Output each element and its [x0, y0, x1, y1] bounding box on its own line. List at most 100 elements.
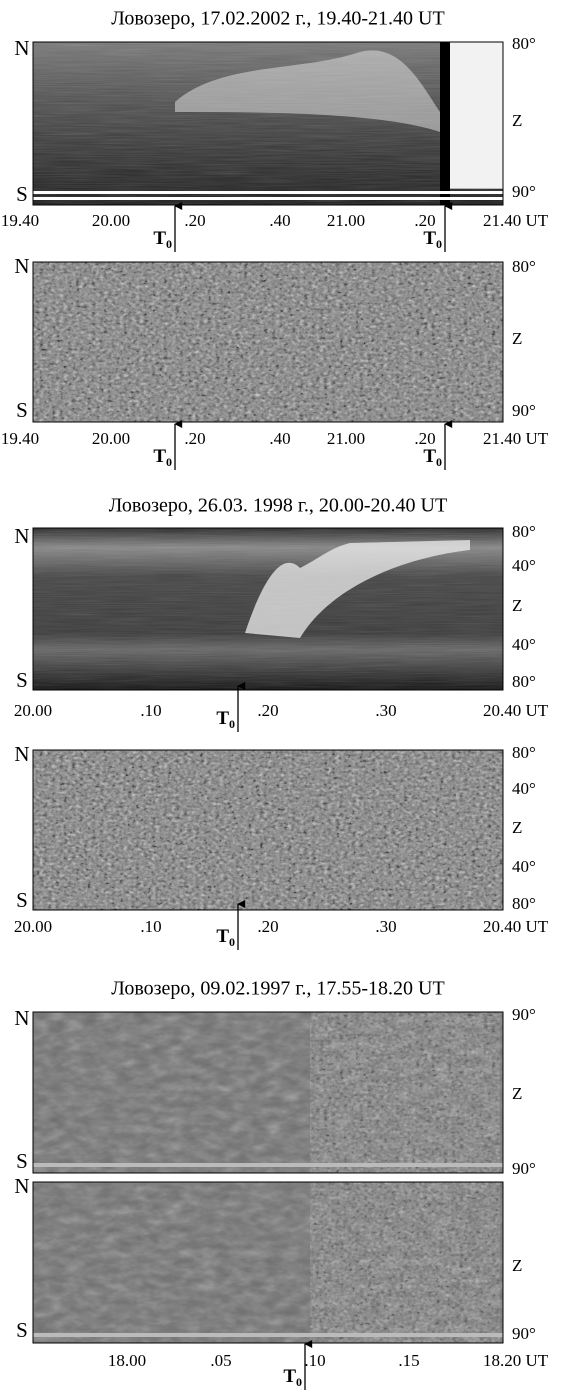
- onset-label: T0: [423, 446, 442, 468]
- direction-label: S: [16, 182, 28, 206]
- keogram-image: [32, 749, 504, 911]
- direction-label: N: [14, 742, 29, 766]
- figure-title: Ловозеро, 09.02.1997 г., 17.55-18.20 UT: [111, 978, 444, 1000]
- onset-label-main: T: [423, 446, 436, 467]
- angle-label: 90°: [512, 1159, 536, 1178]
- time-label: .20: [184, 211, 205, 230]
- direction-label: S: [16, 888, 28, 912]
- keogram-panel: N S 80° Z 90° 19.40 20.00 .20 .40 21.00 .20 21.40 U…: [1, 254, 549, 470]
- time-label: 20.40 UT: [483, 917, 549, 936]
- onset-label-sub: 0: [296, 1375, 302, 1389]
- time-label: 21.00: [327, 429, 365, 448]
- time-label: .10: [140, 917, 161, 936]
- direction-label: N: [14, 36, 29, 60]
- time-label: 21.40 UT: [483, 429, 549, 448]
- angle-label: 80°: [512, 34, 536, 53]
- onset-label-main: T: [216, 708, 229, 729]
- angle-label: Z: [512, 596, 522, 615]
- figure-block: Ловозеро, 26.03. 1998 г., 20.00-20.40 UT…: [14, 495, 549, 950]
- figure-block: Ловозеро, 09.02.1997 г., 17.55-18.20 UT N…: [14, 978, 549, 1390]
- direction-label: S: [16, 1149, 28, 1173]
- time-label: 20.00: [14, 701, 52, 720]
- direction-label: N: [14, 1006, 29, 1030]
- time-label: .15: [398, 1351, 419, 1370]
- direction-label: N: [14, 254, 29, 278]
- onset-label-sub: 0: [166, 455, 172, 469]
- time-label: 18.20 UT: [483, 1351, 549, 1370]
- onset-label: T0: [153, 228, 172, 250]
- time-label: 20.40 UT: [483, 701, 549, 720]
- time-label: 18.00: [108, 1351, 146, 1370]
- angle-label: 90°: [512, 1324, 536, 1343]
- time-label: .20: [414, 429, 435, 448]
- onset-label: T0: [423, 228, 442, 250]
- angle-label: 90°: [512, 401, 536, 420]
- angle-label: 40°: [512, 857, 536, 876]
- onset-label: T0: [216, 926, 235, 948]
- keogram-panel: N S Z 90° 18.00 .05 .10 .15 18.20 UT T0: [14, 1174, 549, 1390]
- keogram-image: [32, 1011, 504, 1174]
- onset-label-main: T: [216, 926, 229, 947]
- angle-label: 40°: [512, 635, 536, 654]
- keogram-panel: N S 80° 40° Z 40° 80° 20.00 .10 .20 .30 20.40 UT T0: [14, 742, 549, 950]
- time-label: .40: [269, 429, 290, 448]
- angle-label: Z: [512, 1084, 522, 1103]
- keogram-image: [32, 261, 504, 423]
- onset-label-sub: 0: [166, 237, 172, 251]
- time-label: .20: [257, 917, 278, 936]
- time-label: 21.40 UT: [483, 211, 549, 230]
- time-label: .40: [269, 211, 290, 230]
- angle-label: 40°: [512, 779, 536, 798]
- angle-label: 90°: [512, 182, 536, 201]
- time-label: 20.00: [92, 429, 130, 448]
- direction-label: N: [14, 1174, 29, 1198]
- onset-label-sub: 0: [229, 717, 235, 731]
- angle-label: 80°: [512, 743, 536, 762]
- angle-label: 80°: [512, 894, 536, 913]
- keogram-image: [32, 1181, 504, 1344]
- keogram-panel: N S 90° Z 90°: [14, 1005, 535, 1178]
- time-label: 19.40: [1, 429, 39, 448]
- figure-title: Ловозеро, 26.03. 1998 г., 20.00-20.40 UT: [109, 495, 447, 517]
- keogram-image: [32, 527, 504, 691]
- time-label: .20: [414, 211, 435, 230]
- onset-label-main: T: [423, 228, 436, 249]
- onset-label-sub: 0: [436, 455, 442, 469]
- angle-label: Z: [512, 329, 522, 348]
- time-label: .10: [140, 701, 161, 720]
- time-label: 20.00: [14, 917, 52, 936]
- keogram-panel: N S 80° Z 90° 19.40 20.00 .20 .40 21.00 .20 21.40 U…: [1, 34, 549, 252]
- keogram-panel: N S 80° 40° Z 40° 80° 20.00 .10 .20 .30 20.40 UT T0: [14, 522, 549, 732]
- onset-label-main: T: [283, 1366, 296, 1387]
- time-label: 20.00: [92, 211, 130, 230]
- onset-label-main: T: [153, 446, 166, 467]
- keogram-image: [32, 41, 504, 206]
- time-label: .20: [184, 429, 205, 448]
- time-label: 21.00: [327, 211, 365, 230]
- time-label: 19.40: [1, 211, 39, 230]
- angle-label: Z: [512, 111, 522, 130]
- onset-label-sub: 0: [229, 935, 235, 949]
- angle-label: Z: [512, 1256, 522, 1275]
- angle-label: 40°: [512, 556, 536, 575]
- time-label: .10: [304, 1351, 325, 1370]
- angle-label: 90°: [512, 1005, 536, 1024]
- angle-label: 80°: [512, 257, 536, 276]
- time-label: .30: [375, 701, 396, 720]
- onset-label-main: T: [153, 228, 166, 249]
- figure-block: Ловозеро, 17.02.2002 г., 19.40-21.40 UT N…: [1, 8, 549, 470]
- figure-title: Ловозеро, 17.02.2002 г., 19.40-21.40 UT: [111, 8, 444, 30]
- time-label: .05: [210, 1351, 231, 1370]
- angle-label: 80°: [512, 522, 536, 541]
- time-label: .30: [375, 917, 396, 936]
- time-label: .20: [257, 701, 278, 720]
- angle-label: 80°: [512, 672, 536, 691]
- angle-label: Z: [512, 818, 522, 837]
- onset-label: T0: [153, 446, 172, 468]
- onset-label: T0: [283, 1366, 302, 1388]
- direction-label: S: [16, 668, 28, 692]
- direction-label: S: [16, 1318, 28, 1342]
- onset-label-sub: 0: [436, 237, 442, 251]
- onset-label: T0: [216, 708, 235, 730]
